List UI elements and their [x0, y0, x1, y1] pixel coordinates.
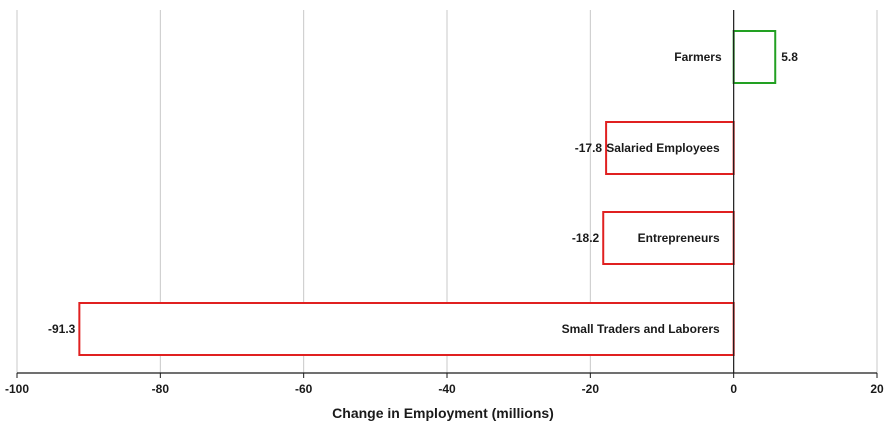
value-label: 5.8 — [781, 50, 798, 64]
axes — [16, 10, 878, 378]
category-label: Salaried Employees — [606, 141, 720, 155]
x-tick-label: -40 — [438, 382, 456, 396]
bar — [732, 30, 777, 84]
x-tick-label: 0 — [730, 382, 737, 396]
x-tick-label: -80 — [152, 382, 170, 396]
gridlines — [16, 10, 878, 373]
x-tick-label: -60 — [295, 382, 313, 396]
bar — [78, 302, 735, 356]
value-label: -91.3 — [48, 322, 76, 336]
x-tick-label: 20 — [870, 382, 884, 396]
labels: Farmers 5.8 Salaried Employees-17.8 Entrepr… — [48, 50, 798, 336]
bar — [602, 211, 735, 265]
x-axis-title: Change in Employment (millions) — [332, 405, 554, 421]
bar — [605, 121, 735, 175]
value-label: -17.8 — [575, 141, 603, 155]
x-tick-labels: -100 -80 -60 -40 -20 0 20 — [5, 382, 884, 396]
x-tick-label: -20 — [582, 382, 600, 396]
bars — [78, 30, 777, 356]
x-tick-label: -100 — [5, 382, 29, 396]
category-label: Small Traders and Laborers — [562, 322, 720, 336]
value-label: -18.2 — [572, 231, 600, 245]
category-label: Farmers — [674, 50, 722, 64]
category-label: Entrepreneurs — [638, 231, 720, 245]
